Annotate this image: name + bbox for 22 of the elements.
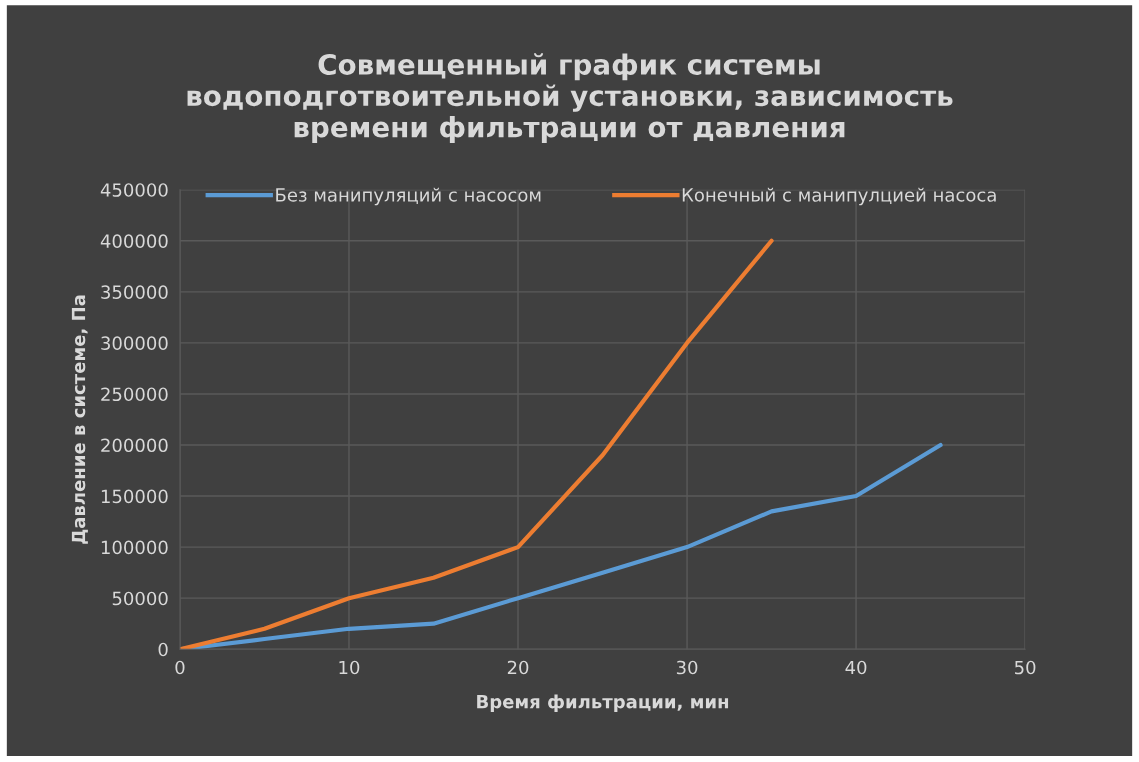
legend-label: Конечный с манипулцией насоса bbox=[682, 187, 996, 206]
x-tick-label: 50 bbox=[1015, 660, 1036, 675]
y-tick-label: 0 bbox=[158, 642, 168, 657]
y-axis-title: Давление в системе, Па bbox=[71, 295, 88, 544]
x-tick-label: 20 bbox=[507, 660, 529, 675]
legend-label: Без манипуляций с насосом bbox=[276, 187, 541, 206]
line-series bbox=[179, 238, 774, 650]
y-tick-label: 400000 bbox=[100, 234, 168, 248]
chart-title: Совмещенный график системы водоподготвоительной установки, зависимость времени фильтрации от давления bbox=[187, 53, 953, 143]
y-tick-label: 350000 bbox=[101, 285, 168, 299]
x-tick-label: 40 bbox=[845, 660, 867, 675]
y-tick-label: 50000 bbox=[112, 591, 168, 606]
y-tick-label: 300000 bbox=[101, 336, 168, 351]
y-tick-label: 100000 bbox=[101, 540, 168, 555]
y-tick-label: 450000 bbox=[100, 183, 168, 197]
x-tick-label: 30 bbox=[676, 660, 698, 675]
x-axis-title: Время фильтрации, мин bbox=[477, 694, 729, 712]
y-tick-label: 250000 bbox=[101, 387, 168, 402]
y-tick-label: 200000 bbox=[101, 438, 168, 453]
x-tick-label: 10 bbox=[339, 660, 360, 675]
y-tick-label: 150000 bbox=[101, 489, 168, 504]
x-tick-label: 0 bbox=[175, 660, 185, 675]
